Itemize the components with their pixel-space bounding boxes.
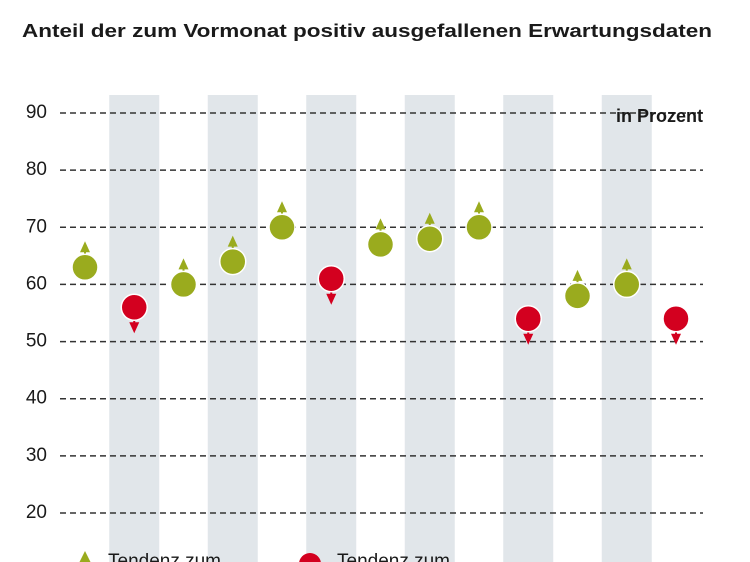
arrow-head: [326, 293, 337, 305]
grid: [60, 112, 703, 514]
legend-label: Tendenz zum: [108, 551, 221, 562]
band: [306, 95, 357, 562]
arrow-head: [80, 241, 90, 253]
arrow-head: [474, 201, 484, 213]
point: [563, 269, 592, 310]
dot: [514, 304, 542, 333]
point: [71, 241, 99, 282]
dot: [317, 264, 345, 293]
legend-label: Tendenz zum: [337, 551, 450, 562]
y-tick-label: 70: [26, 216, 47, 237]
dot: [613, 270, 641, 299]
bands: [109, 95, 652, 562]
arrow-head: [227, 235, 238, 247]
arrow-head: [424, 212, 435, 224]
arrow-head: [375, 218, 386, 230]
point: [613, 258, 641, 299]
arrow-head: [621, 258, 632, 270]
point: [317, 264, 345, 305]
dot: [71, 253, 99, 282]
band: [601, 95, 652, 562]
point: [465, 201, 493, 242]
arrow-head: [129, 322, 140, 334]
y-tick-label: 40: [26, 388, 47, 409]
dot: [268, 213, 296, 242]
y-tick-label: 60: [26, 273, 47, 294]
point: [366, 218, 395, 259]
point: [662, 304, 690, 345]
y-tick-label: 50: [26, 331, 47, 352]
chart-title: Anteil der zum Vormonat positiv ausgefal…: [22, 21, 712, 41]
dot: [169, 270, 198, 299]
point: [416, 212, 444, 253]
dot: [563, 282, 592, 310]
legend-symbol: [299, 553, 321, 562]
arrow-head: [178, 258, 189, 270]
dot: [219, 247, 247, 276]
point: [169, 258, 198, 299]
point: [219, 235, 247, 276]
dot: [366, 230, 395, 259]
dot: [465, 213, 493, 242]
arrow-head: [523, 333, 534, 345]
band: [207, 95, 258, 562]
y-tick-label: 20: [26, 502, 47, 523]
unit-label: in Prozent: [616, 106, 703, 126]
y-tick-label: 30: [26, 445, 47, 466]
y-tick-label: 90: [26, 102, 47, 123]
point: [514, 304, 542, 345]
legend-symbol: [79, 551, 91, 562]
point: [268, 201, 296, 242]
arrow-head: [277, 201, 287, 213]
y-tick-label: 80: [26, 159, 47, 180]
arrow-head: [671, 333, 681, 345]
dot: [416, 224, 444, 253]
dot: [662, 304, 690, 333]
band: [404, 95, 455, 562]
dot: [120, 293, 148, 322]
point: [120, 293, 148, 334]
arrow-head: [572, 269, 583, 281]
